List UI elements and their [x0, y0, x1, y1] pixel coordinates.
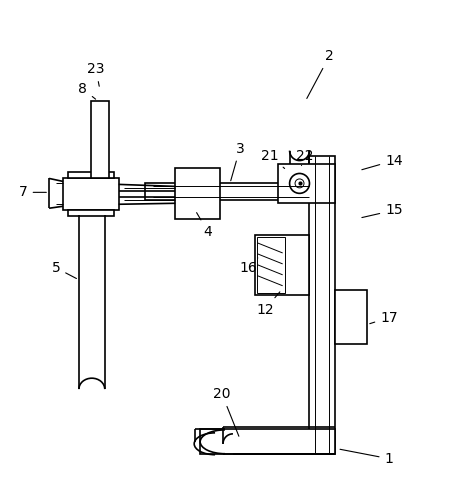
Bar — [68, 210, 114, 216]
Bar — [335, 290, 367, 344]
Text: 2: 2 — [307, 49, 334, 99]
Bar — [200, 429, 335, 454]
Bar — [63, 179, 119, 210]
Text: 15: 15 — [362, 203, 403, 218]
Text: 1: 1 — [340, 449, 393, 466]
Text: 16: 16 — [239, 258, 258, 275]
Text: 21: 21 — [261, 149, 285, 169]
Text: 17: 17 — [370, 310, 398, 324]
Bar — [310, 156, 335, 454]
Text: 20: 20 — [213, 387, 239, 436]
Text: 22: 22 — [296, 149, 313, 166]
Bar — [145, 184, 310, 200]
Bar — [255, 235, 310, 295]
Text: 5: 5 — [52, 261, 76, 279]
Text: 23: 23 — [87, 62, 104, 86]
Bar — [176, 168, 220, 219]
Text: 7: 7 — [19, 186, 46, 199]
Text: 4: 4 — [197, 213, 212, 239]
Bar — [278, 164, 335, 203]
Text: 8: 8 — [78, 82, 95, 99]
Text: 12: 12 — [256, 292, 280, 316]
Bar — [68, 173, 114, 179]
Text: 14: 14 — [362, 154, 403, 170]
Text: 3: 3 — [231, 142, 244, 181]
Bar — [91, 101, 109, 179]
Bar — [257, 237, 285, 293]
